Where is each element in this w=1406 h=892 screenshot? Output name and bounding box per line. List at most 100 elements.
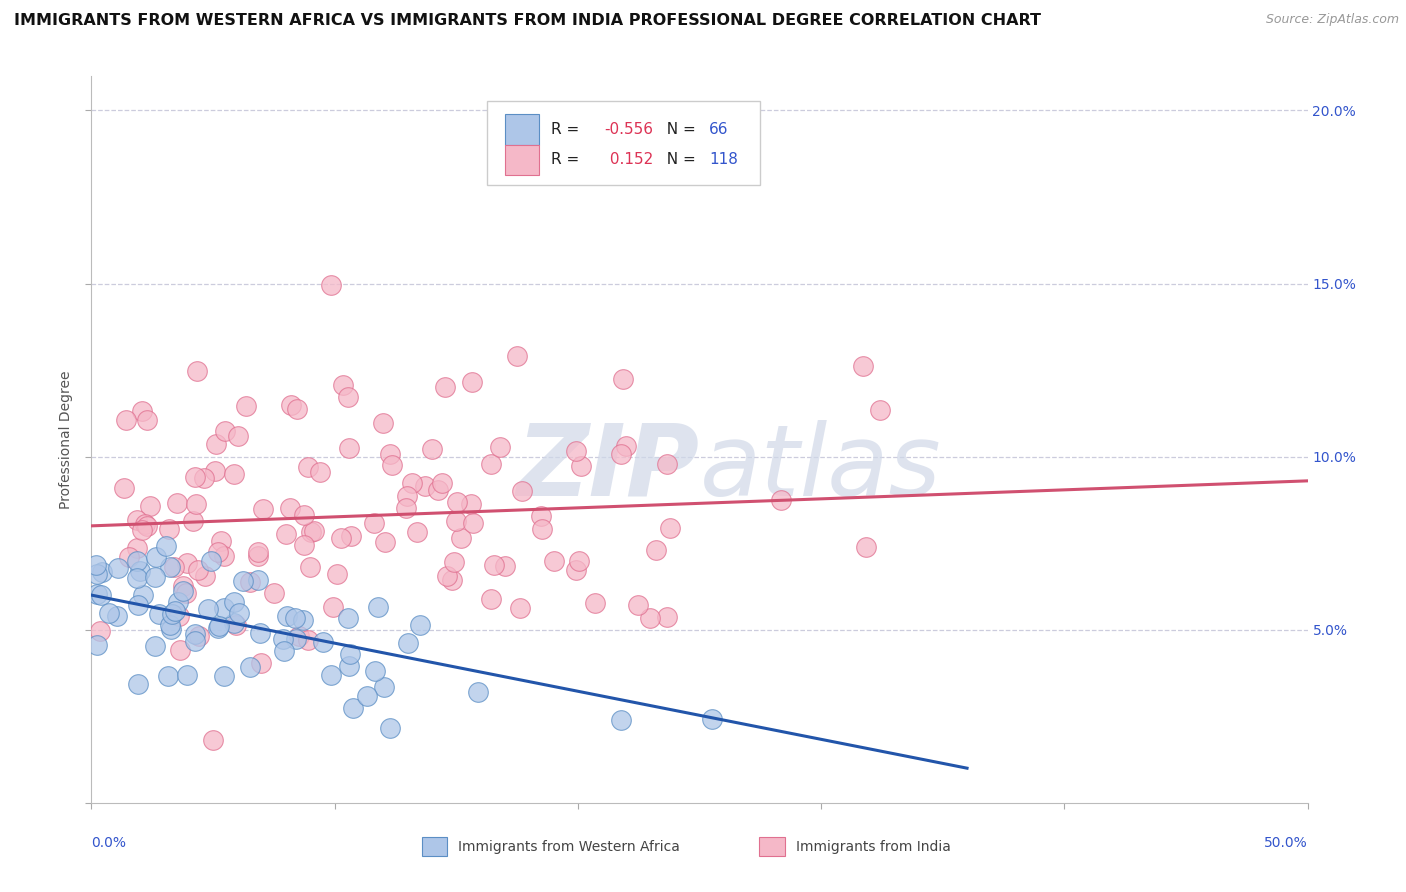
Point bbox=[855, 540, 877, 554]
Point bbox=[297, 632, 319, 647]
Point bbox=[446, 495, 468, 509]
Point bbox=[568, 554, 591, 568]
Point bbox=[319, 277, 342, 292]
Point bbox=[187, 628, 209, 642]
Point bbox=[187, 564, 209, 578]
Point bbox=[263, 586, 285, 600]
Text: Source: ZipAtlas.com: Source: ZipAtlas.com bbox=[1265, 13, 1399, 27]
Text: R =: R = bbox=[551, 153, 585, 168]
Point bbox=[644, 543, 666, 558]
Point bbox=[340, 529, 363, 543]
Point bbox=[176, 586, 198, 600]
Point bbox=[165, 604, 187, 618]
Point bbox=[401, 476, 423, 491]
Point bbox=[378, 447, 401, 461]
Point bbox=[479, 457, 502, 471]
Point bbox=[139, 499, 162, 513]
Point bbox=[405, 524, 427, 539]
Point bbox=[339, 647, 361, 661]
Point bbox=[702, 712, 724, 726]
Point bbox=[160, 622, 183, 636]
Point bbox=[543, 554, 565, 568]
Point bbox=[226, 429, 249, 443]
Point bbox=[302, 524, 325, 538]
Text: ZIP: ZIP bbox=[516, 420, 699, 516]
Text: Immigrants from India: Immigrants from India bbox=[796, 839, 950, 854]
Point bbox=[395, 501, 418, 516]
Point bbox=[287, 629, 309, 643]
Point bbox=[166, 595, 188, 609]
Point bbox=[489, 440, 512, 454]
Point bbox=[427, 483, 450, 498]
Point bbox=[585, 596, 607, 610]
Point bbox=[90, 565, 112, 579]
Point bbox=[183, 626, 205, 640]
Point bbox=[509, 600, 531, 615]
Text: 50.0%: 50.0% bbox=[1264, 836, 1308, 850]
Point bbox=[610, 713, 633, 727]
Point bbox=[184, 498, 207, 512]
Point bbox=[131, 523, 153, 537]
Point bbox=[157, 669, 180, 683]
Point bbox=[299, 525, 322, 540]
Point bbox=[356, 689, 378, 703]
Point bbox=[658, 521, 681, 535]
Point bbox=[285, 632, 308, 647]
Point bbox=[225, 617, 247, 632]
Point bbox=[214, 425, 236, 439]
Point bbox=[134, 516, 156, 531]
Point bbox=[363, 516, 385, 530]
Point bbox=[280, 398, 302, 412]
Point bbox=[159, 618, 181, 632]
Point bbox=[239, 575, 262, 590]
Point bbox=[239, 660, 262, 674]
Point bbox=[329, 531, 352, 545]
Point bbox=[530, 508, 553, 523]
Point bbox=[336, 390, 359, 404]
Point bbox=[337, 610, 360, 624]
Point bbox=[86, 587, 108, 601]
Point bbox=[186, 363, 208, 377]
Point bbox=[107, 561, 129, 575]
Point bbox=[380, 721, 402, 735]
Text: 118: 118 bbox=[709, 153, 738, 168]
Point bbox=[292, 508, 315, 522]
Point bbox=[312, 634, 335, 648]
Point bbox=[160, 607, 183, 621]
Point bbox=[90, 588, 112, 602]
Point bbox=[610, 447, 633, 461]
Point bbox=[640, 611, 662, 625]
Point bbox=[461, 516, 484, 531]
Point bbox=[252, 501, 274, 516]
Point bbox=[224, 595, 246, 609]
Text: N =: N = bbox=[657, 122, 700, 136]
Point bbox=[157, 522, 180, 536]
Point bbox=[105, 609, 128, 624]
Point bbox=[367, 600, 389, 615]
Point bbox=[184, 633, 207, 648]
Point bbox=[322, 600, 344, 615]
Point bbox=[249, 626, 271, 640]
Point bbox=[292, 538, 315, 552]
Point bbox=[869, 402, 891, 417]
Point bbox=[326, 567, 349, 582]
Point bbox=[205, 437, 228, 451]
Point bbox=[145, 550, 167, 565]
Point bbox=[415, 479, 437, 493]
Bar bbox=[505, 114, 538, 145]
Text: atlas: atlas bbox=[699, 420, 941, 516]
Point bbox=[202, 733, 225, 747]
Point bbox=[86, 638, 108, 652]
Point bbox=[299, 559, 322, 574]
Text: 0.0%: 0.0% bbox=[91, 836, 127, 850]
Point bbox=[381, 458, 404, 472]
Point bbox=[84, 558, 107, 572]
Point bbox=[155, 539, 177, 553]
Point bbox=[128, 564, 150, 578]
Point bbox=[278, 501, 301, 516]
Text: Immigrants from Western Africa: Immigrants from Western Africa bbox=[458, 839, 681, 854]
Point bbox=[627, 598, 650, 612]
Point bbox=[769, 492, 792, 507]
Point bbox=[118, 550, 141, 565]
Point bbox=[172, 579, 194, 593]
